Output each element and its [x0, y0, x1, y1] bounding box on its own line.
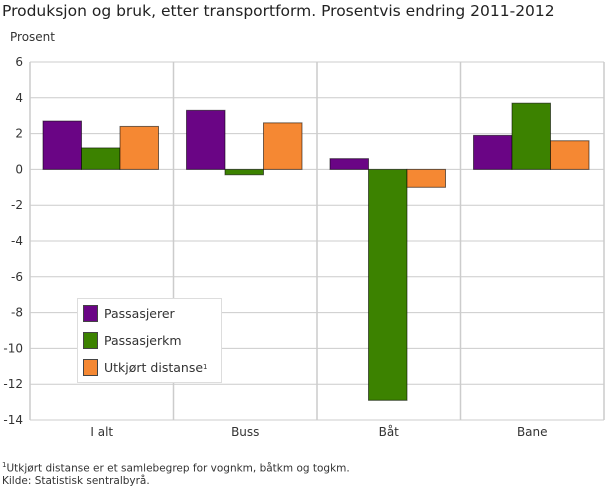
y-tick-label: 0: [15, 162, 23, 176]
x-tick-label: Buss: [231, 425, 259, 439]
bar-Båt-Passasjerkm: [368, 168, 408, 401]
bar-Buss-Utkjørt distanse: [263, 122, 303, 170]
legend-label: Passasjerer: [104, 305, 175, 321]
bar-Bane-Passasjerkm: [511, 102, 551, 170]
legend-label: Passasjerkm: [104, 332, 182, 348]
bar-I alt-Passasjerkm: [81, 147, 121, 170]
y-tick-label: -2: [11, 198, 23, 212]
y-tick-label: -8: [11, 306, 23, 320]
legend-swatch: [83, 304, 98, 322]
bar-Buss-Passasjerkm: [224, 168, 264, 176]
y-tick-label: -6: [11, 270, 23, 284]
source: Kilde: Statistisk sentralbyrå.: [2, 475, 150, 487]
y-tick-label: -10: [3, 341, 23, 355]
bar-Båt-Passasjerer: [329, 158, 369, 170]
y-tick-label: -4: [11, 234, 23, 248]
legend-item-utkjort-distanse: Utkjørt distanse 1: [83, 357, 208, 377]
y-tick-label: 4: [15, 91, 23, 105]
bar-Buss-Passasjerer: [186, 109, 226, 170]
y-tick-label: -14: [3, 413, 23, 427]
bar-I alt-Utkjørt distanse: [119, 125, 159, 170]
legend-label: Utkjørt distanse: [104, 359, 204, 375]
legend-swatch: [83, 331, 98, 349]
bar-Bane-Passasjerer: [473, 134, 513, 170]
y-tick-label: 6: [15, 55, 23, 69]
y-tick-label: -12: [3, 377, 23, 391]
x-tick-label: Båt: [379, 425, 400, 439]
legend-swatch: [83, 358, 98, 376]
x-tick-label: Bane: [517, 425, 548, 439]
y-axis-label: Prosent: [10, 30, 55, 44]
chart-title: Produksjon og bruk, etter transportform.…: [2, 2, 555, 20]
y-tick-label: 2: [15, 127, 23, 141]
footnote: 1Utkjørt distanse er et samlebegrep for …: [2, 461, 350, 475]
bar-Bane-Utkjørt distanse: [550, 140, 590, 170]
footnote-marker: 1: [203, 363, 208, 371]
bar-I alt-Passasjerer: [42, 120, 82, 170]
x-tick-label: I alt: [90, 425, 113, 439]
legend-item-passasjerkm: Passasjerkm: [83, 330, 182, 350]
legend: Passasjerer Passasjerkm Utkjørt distanse…: [77, 298, 222, 383]
bar-Båt-Utkjørt distanse: [406, 168, 446, 188]
legend-item-passasjerer: Passasjerer: [83, 303, 175, 323]
